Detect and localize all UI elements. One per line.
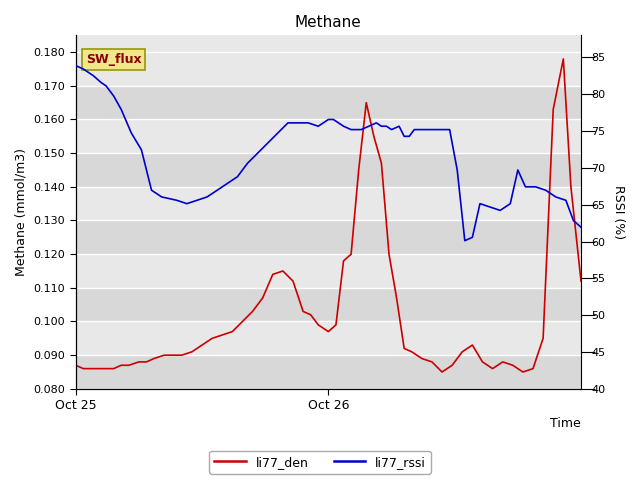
Bar [76, 254, 581, 288]
Bar [76, 187, 581, 220]
Bar [76, 220, 581, 254]
Y-axis label: RSSI (%): RSSI (%) [612, 185, 625, 239]
Text: Time: Time [550, 417, 581, 430]
Bar [76, 288, 581, 322]
Y-axis label: Methane (mmol/m3): Methane (mmol/m3) [15, 148, 28, 276]
Legend: li77_den, li77_rssi: li77_den, li77_rssi [209, 451, 431, 474]
Bar [76, 153, 581, 187]
Bar [76, 86, 581, 120]
Bar [76, 52, 581, 86]
Title: Methane: Methane [295, 15, 362, 30]
Bar [76, 355, 581, 389]
Bar [76, 322, 581, 355]
Bar [76, 120, 581, 153]
Text: SW_flux: SW_flux [86, 53, 141, 66]
